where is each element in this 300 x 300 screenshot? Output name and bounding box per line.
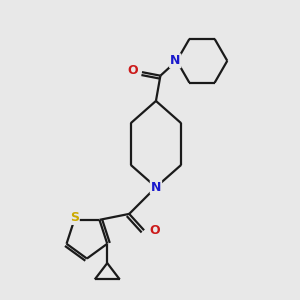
Text: O: O bbox=[128, 64, 138, 77]
Text: N: N bbox=[170, 54, 181, 67]
Text: O: O bbox=[149, 224, 160, 237]
Text: N: N bbox=[151, 181, 161, 194]
Text: S: S bbox=[70, 211, 79, 224]
